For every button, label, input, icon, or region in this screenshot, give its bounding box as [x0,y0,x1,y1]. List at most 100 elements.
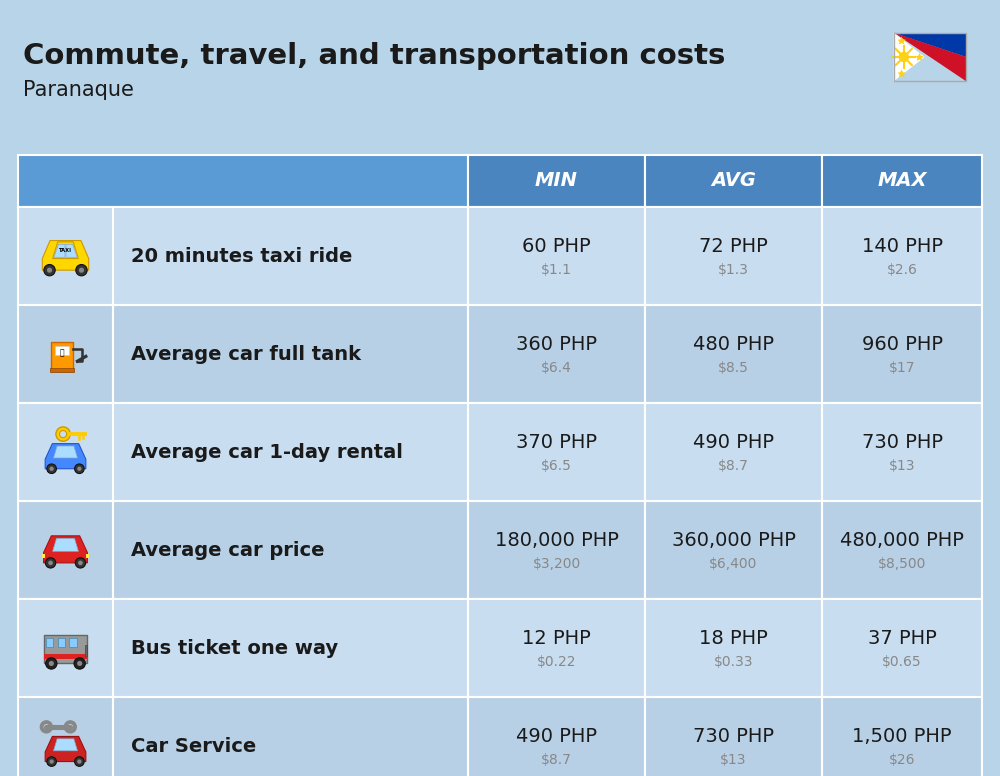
Bar [894,33,966,81]
Polygon shape [898,69,906,78]
Bar [822,207,982,305]
Polygon shape [916,53,924,61]
Text: Average car price: Average car price [131,541,324,559]
Text: $26: $26 [889,753,915,767]
Circle shape [77,661,82,666]
Polygon shape [45,444,86,469]
Text: $0.22: $0.22 [537,655,576,669]
Text: 480,000 PHP: 480,000 PHP [840,532,964,550]
Text: 730 PHP: 730 PHP [693,728,774,747]
Bar [18,501,113,599]
Circle shape [75,757,84,767]
Text: 730 PHP: 730 PHP [862,434,942,452]
Bar [468,501,645,599]
Text: AVG: AVG [711,171,756,190]
Text: MAX: MAX [877,171,927,190]
Bar [55,345,69,355]
Polygon shape [53,242,78,258]
Bar [46,638,53,646]
Text: $8.5: $8.5 [718,361,749,375]
Text: $8.7: $8.7 [541,753,572,767]
Bar [113,305,468,403]
Bar [822,403,982,501]
Circle shape [49,466,54,471]
Text: $17: $17 [889,361,915,375]
Bar [113,599,468,697]
Polygon shape [894,33,966,57]
Bar [468,599,645,697]
Circle shape [47,464,56,473]
Text: Average car 1-day rental: Average car 1-day rental [131,442,403,462]
Bar [18,305,113,403]
Text: $3,200: $3,200 [532,557,581,571]
Circle shape [44,265,55,275]
Bar [645,155,822,207]
Bar [44,635,87,663]
Polygon shape [45,736,86,761]
Bar [645,697,822,776]
Bar [645,403,822,501]
Text: 960 PHP: 960 PHP [862,335,942,355]
Circle shape [78,560,83,565]
Circle shape [74,658,85,669]
Bar [44,654,87,659]
Polygon shape [54,446,77,458]
Text: 360 PHP: 360 PHP [516,335,597,355]
Circle shape [49,760,54,764]
Circle shape [75,464,84,473]
Bar [18,599,113,697]
Bar [113,501,468,599]
Bar [645,207,822,305]
Polygon shape [44,536,87,563]
Text: $1.1: $1.1 [541,263,572,277]
Text: 72 PHP: 72 PHP [699,237,768,257]
Bar [645,305,822,403]
Text: $6,400: $6,400 [709,557,758,571]
Polygon shape [42,241,89,270]
Bar [18,207,113,305]
Polygon shape [54,244,65,258]
Text: 360,000 PHP: 360,000 PHP [672,532,795,550]
Bar [645,501,822,599]
Text: 37 PHP: 37 PHP [868,629,936,649]
Polygon shape [54,739,77,751]
Text: Paranaque: Paranaque [23,80,134,100]
Bar [468,403,645,501]
Text: 480 PHP: 480 PHP [693,335,774,355]
Text: $13: $13 [889,459,915,473]
Text: $0.33: $0.33 [714,655,753,669]
Text: 490 PHP: 490 PHP [693,434,774,452]
Bar [113,403,468,501]
Text: 60 PHP: 60 PHP [522,237,591,257]
Circle shape [47,757,56,767]
Circle shape [75,558,86,568]
Text: $1.3: $1.3 [718,263,749,277]
Text: $2.6: $2.6 [887,263,917,277]
Circle shape [45,558,56,568]
Bar [18,155,468,207]
Text: MIN: MIN [535,171,578,190]
Text: 1,500 PHP: 1,500 PHP [852,728,952,747]
Circle shape [47,268,52,272]
Bar [42,554,45,558]
Text: Bus ticket one way: Bus ticket one way [131,639,338,657]
Bar [18,697,113,776]
Polygon shape [894,33,966,81]
Circle shape [49,661,54,666]
Bar [468,155,645,207]
Text: $6.5: $6.5 [541,459,572,473]
Text: Average car full tank: Average car full tank [131,345,361,363]
Text: $0.65: $0.65 [882,655,922,669]
Bar [86,554,89,558]
Bar [645,599,822,697]
Bar [822,697,982,776]
Text: 20 minutes taxi ride: 20 minutes taxi ride [131,247,352,265]
Bar [468,697,645,776]
Bar [58,638,65,646]
Bar [50,369,74,372]
Circle shape [899,52,909,62]
Text: $13: $13 [720,753,747,767]
Text: Commute, travel, and transportation costs: Commute, travel, and transportation cost… [23,42,725,70]
Text: Car Service: Car Service [131,736,256,756]
Bar [822,599,982,697]
